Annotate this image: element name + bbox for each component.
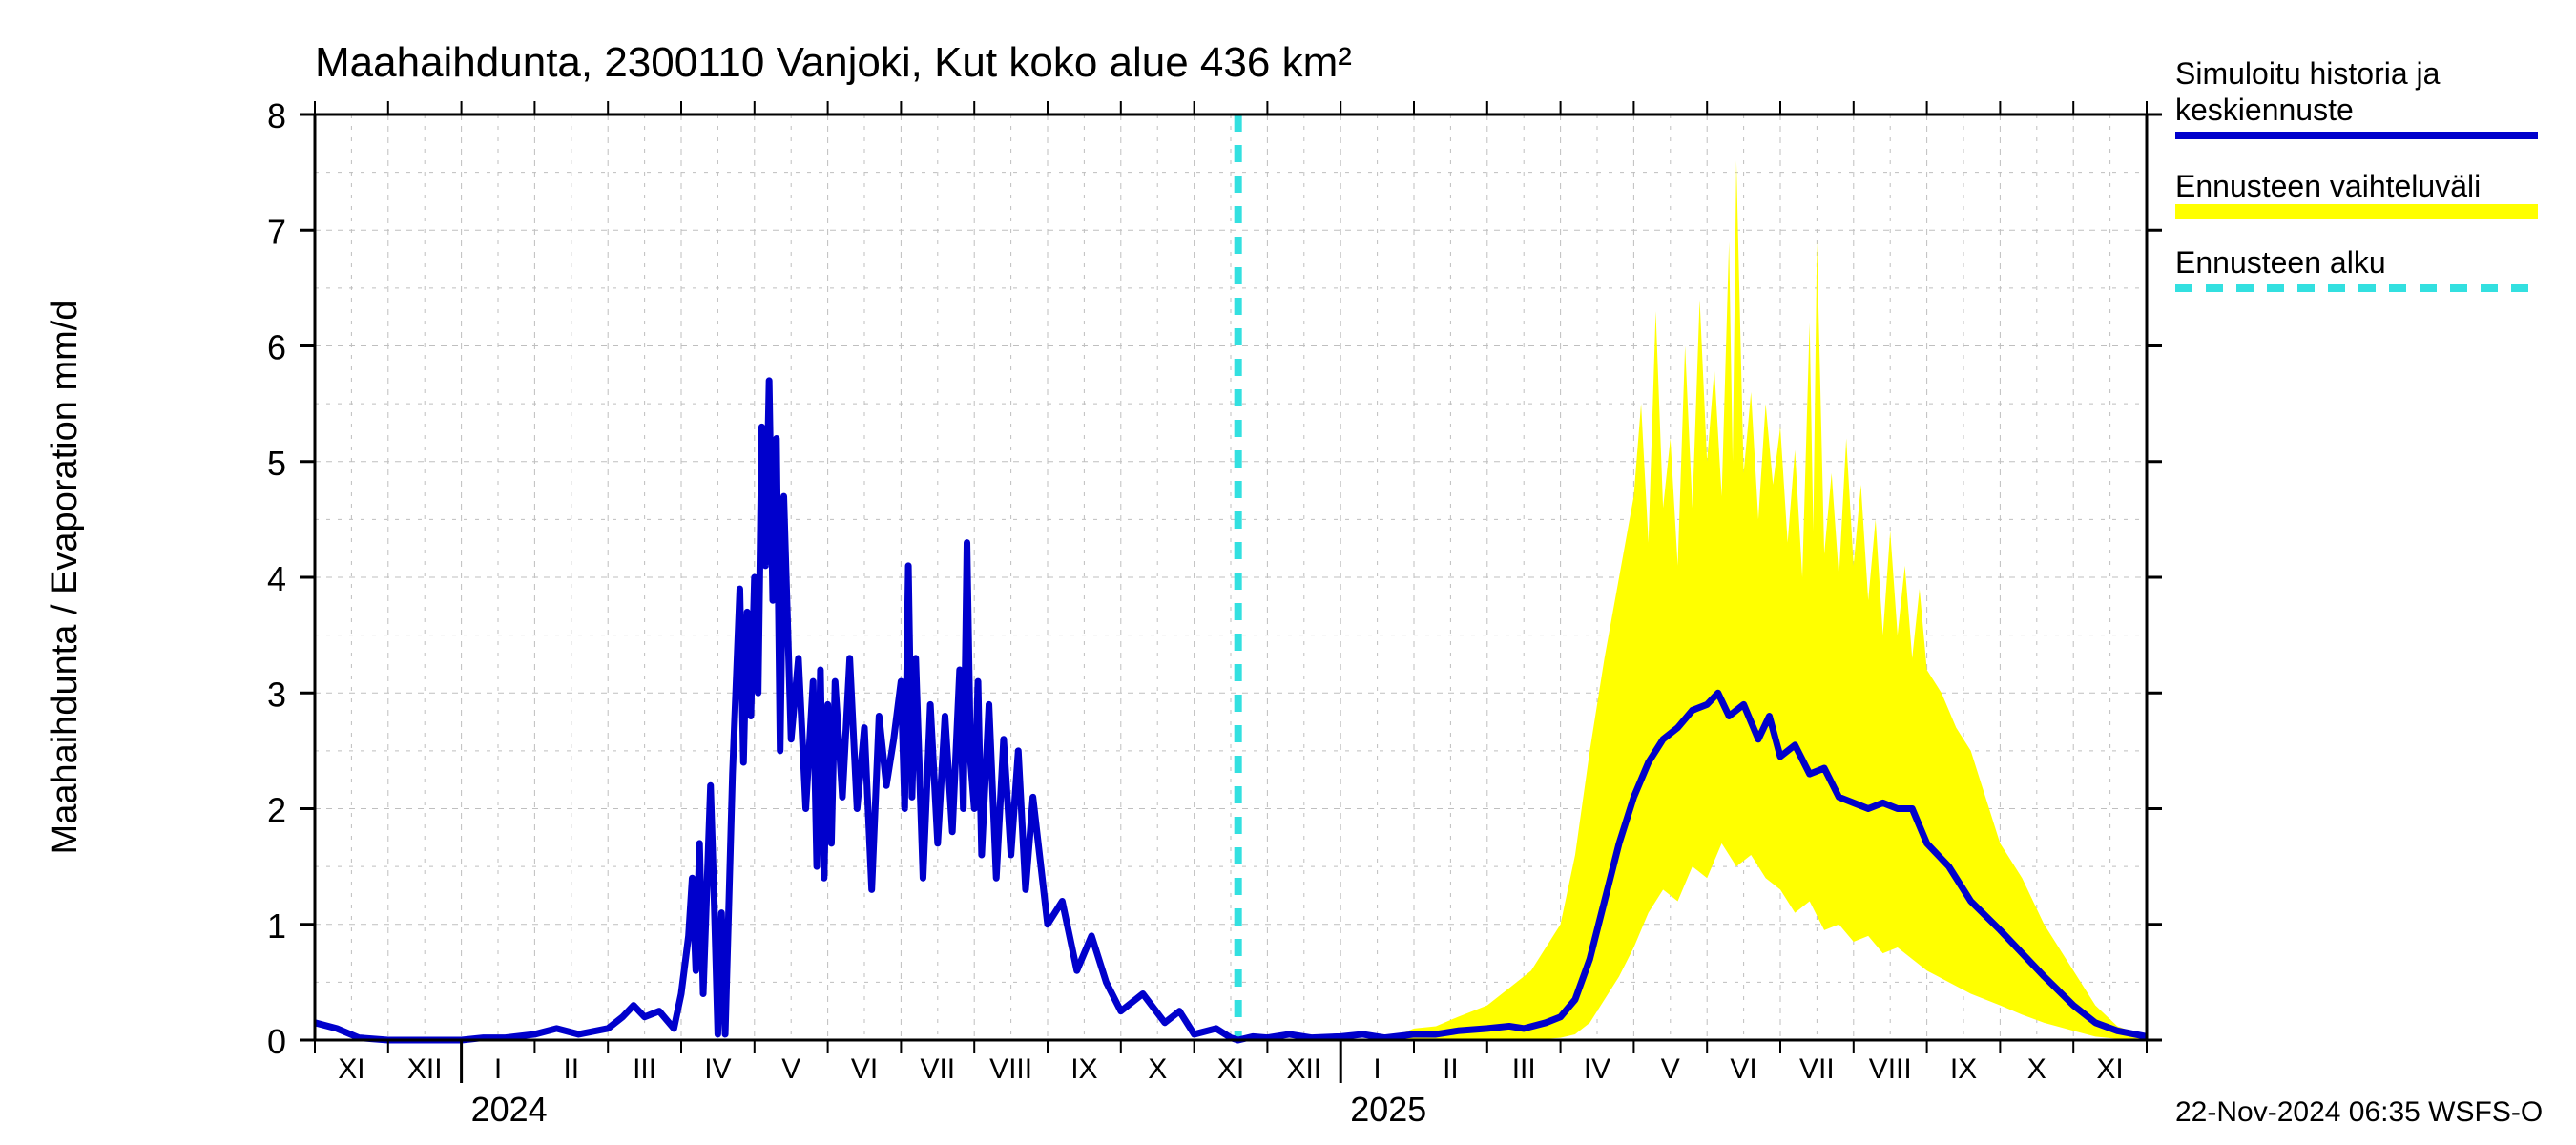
x-month-label: VI — [851, 1053, 878, 1085]
legend-label: Ennusteen vaihteluväli — [2175, 169, 2481, 203]
x-month-label: I — [494, 1053, 502, 1085]
y-tick-label: 3 — [267, 675, 286, 714]
x-month-label: II — [1443, 1053, 1459, 1085]
x-month-label: VI — [1730, 1053, 1756, 1085]
x-month-label: IV — [704, 1053, 731, 1085]
footer-timestamp: 22-Nov-2024 06:35 WSFS-O — [2175, 1096, 2543, 1128]
x-month-label: III — [633, 1053, 656, 1085]
y-tick-label: 1 — [267, 906, 286, 946]
y-tick-label: 8 — [267, 96, 286, 135]
y-tick-label: 5 — [267, 444, 286, 483]
chart-container: 012345678XIXIIIIIIIIIVVVIVIIVIIIIXXXIXII… — [0, 0, 2576, 1145]
x-month-label: I — [1373, 1053, 1381, 1085]
x-month-label: VII — [1799, 1053, 1835, 1085]
x-month-label: V — [1661, 1053, 1680, 1085]
x-month-label: III — [1512, 1053, 1536, 1085]
legend-swatch-fill — [2175, 204, 2538, 219]
x-month-label: II — [563, 1053, 579, 1085]
x-month-label: X — [1148, 1053, 1167, 1085]
chart-title: Maahaihdunta, 2300110 Vanjoki, Kut koko … — [315, 39, 1352, 86]
x-month-label: XII — [407, 1053, 443, 1085]
x-month-label: X — [2027, 1053, 2046, 1085]
legend-label: Simuloitu historia ja — [2175, 56, 2441, 91]
legend-label: Ennusteen alku — [2175, 245, 2386, 280]
evaporation-chart: 012345678XIXIIIIIIIIIVVVIVIIVIIIIXXXIXII… — [0, 0, 2576, 1145]
y-tick-label: 0 — [267, 1022, 286, 1061]
x-month-label: IX — [1950, 1053, 1977, 1085]
x-month-label: IV — [1584, 1053, 1610, 1085]
x-month-label: V — [781, 1053, 800, 1085]
x-month-label: XI — [1217, 1053, 1244, 1085]
y-tick-label: 2 — [267, 791, 286, 830]
x-month-label: VIII — [989, 1053, 1032, 1085]
y-tick-label: 4 — [267, 559, 286, 598]
x-year-label: 2025 — [1350, 1090, 1426, 1129]
x-month-label: VII — [920, 1053, 955, 1085]
x-month-label: XII — [1286, 1053, 1321, 1085]
x-month-label: VIII — [1869, 1053, 1912, 1085]
y-tick-label: 6 — [267, 328, 286, 367]
x-month-label: IX — [1070, 1053, 1097, 1085]
legend-label: keskiennuste — [2175, 93, 2354, 127]
x-month-label: XI — [338, 1053, 364, 1085]
y-axis-label: Maahaihdunta / Evaporation mm/d — [45, 301, 85, 855]
y-tick-label: 7 — [267, 212, 286, 251]
x-year-label: 2024 — [471, 1090, 548, 1129]
x-month-label: XI — [2096, 1053, 2123, 1085]
